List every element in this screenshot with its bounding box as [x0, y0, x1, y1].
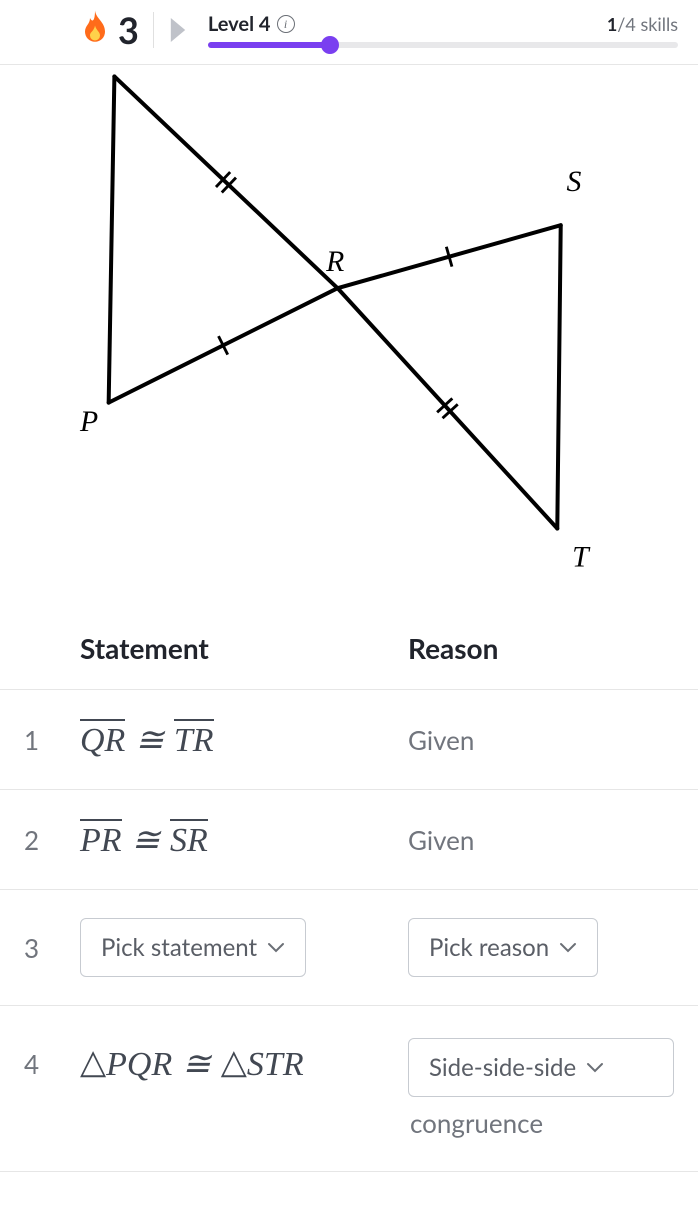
proof-row: 2 PR ≅ SR Given — [0, 789, 698, 889]
congruent-symbol: ≅ — [132, 820, 161, 860]
col-num-header — [24, 631, 80, 665]
row-number: 4 — [24, 1038, 80, 1080]
svg-text:T: T — [572, 540, 591, 573]
reason-extra: congruence — [408, 1107, 674, 1139]
statement-cell: QR ≅ TR — [80, 719, 408, 760]
play-icon[interactable] — [168, 18, 188, 42]
reason-select-label: Side-side-side — [429, 1053, 576, 1082]
streak: 3 — [80, 8, 139, 52]
row-number: 2 — [24, 824, 80, 856]
geometry-diagram: P R S T — [0, 65, 698, 611]
statement-cell: Pick statement — [80, 918, 408, 977]
flame-icon — [80, 10, 110, 50]
proof-row: 3 Pick statement Pick reason — [0, 889, 698, 1005]
pick-statement-dropdown[interactable]: Pick statement — [80, 918, 306, 977]
triangle-name: PQR — [106, 1046, 172, 1083]
pick-statement-label: Pick statement — [101, 933, 257, 962]
reason-cell: Pick reason — [408, 918, 674, 977]
svg-text:S: S — [566, 165, 581, 198]
progress-thumb — [321, 36, 339, 54]
level-text: Level 4 — [208, 12, 271, 36]
segment: QR — [80, 719, 125, 760]
segment: SR — [170, 819, 208, 860]
level-row: Level 4 i 1/4 skills — [208, 12, 678, 36]
level-area: Level 4 i 1/4 skills — [208, 12, 678, 48]
statement-cell: △PQR ≅ △STR — [80, 1038, 408, 1084]
header-divider — [153, 12, 154, 48]
proof-header-row: Statement Reason — [0, 631, 698, 689]
skills-counter: 1/4 skills — [607, 13, 678, 35]
chevron-down-icon — [586, 1062, 604, 1074]
congruent-symbol: ≅ — [135, 720, 164, 760]
header-bar: 3 Level 4 i 1/4 skills — [0, 0, 698, 65]
math-expr: △PQR ≅ △STR — [80, 1044, 304, 1084]
svg-text:R: R — [325, 245, 344, 278]
progress-bar[interactable] — [208, 42, 678, 48]
proof-row: 1 QR ≅ TR Given — [0, 689, 698, 789]
svg-text:P: P — [79, 405, 98, 438]
level-label[interactable]: Level 4 i — [208, 12, 295, 36]
skills-total: /4 skills — [617, 13, 678, 35]
triangle-expr: △STR — [221, 1044, 304, 1084]
proof-row: 4 △PQR ≅ △STR Side-side-side congruence — [0, 1005, 698, 1171]
reason-cell: Given — [408, 724, 674, 756]
reason-cell: Side-side-side congruence — [408, 1038, 674, 1139]
chevron-down-icon — [559, 942, 577, 954]
math-expr: PR ≅ SR — [80, 819, 208, 860]
chevron-down-icon — [267, 942, 285, 954]
pick-reason-label: Pick reason — [429, 933, 549, 962]
row-number: 3 — [24, 932, 80, 964]
segment: TR — [174, 719, 214, 760]
statement-header: Statement — [80, 631, 408, 665]
table-bottom-border — [0, 1171, 698, 1172]
info-icon[interactable]: i — [277, 15, 295, 33]
segment: PR — [80, 819, 122, 860]
triangle-expr: △PQR — [80, 1044, 172, 1084]
reason-header: Reason — [408, 631, 674, 665]
row-number: 1 — [24, 724, 80, 756]
pick-reason-dropdown[interactable]: Pick reason — [408, 918, 598, 977]
progress-fill — [208, 42, 330, 48]
reason-dropdown[interactable]: Side-side-side — [408, 1038, 674, 1097]
streak-count: 3 — [118, 8, 139, 52]
reason-cell: Given — [408, 824, 674, 856]
statement-cell: PR ≅ SR — [80, 819, 408, 860]
congruent-symbol: ≅ — [182, 1044, 211, 1084]
triangle-name: STR — [247, 1046, 304, 1083]
math-expr: QR ≅ TR — [80, 719, 214, 760]
proof-table: Statement Reason 1 QR ≅ TR Given 2 PR ≅ … — [0, 611, 698, 1212]
skills-current: 1 — [607, 13, 617, 35]
